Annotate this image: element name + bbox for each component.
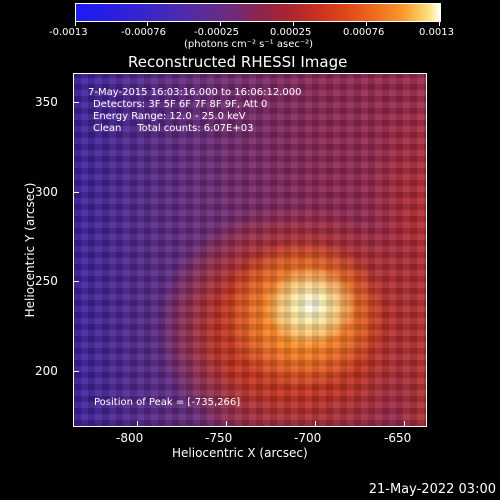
footer-date: 21-May-2022 03:00 [368, 482, 496, 497]
colorbar-tick-label: -0.0013 [49, 27, 88, 38]
x-axis-tick [226, 421, 227, 427]
colorbar-tick-label: 0.00025 [270, 27, 312, 38]
y-axis-tick-label: 250 [35, 274, 58, 288]
colorbar-tick-label: 0.0013 [419, 27, 454, 38]
rhessi-image: 7-May-2015 16:03:16.000 to 16:06:12.000 … [73, 73, 427, 427]
colorbar-tick [75, 22, 76, 26]
y-axis-tick [73, 281, 79, 282]
y-axis-tick [73, 192, 79, 193]
y-axis-tick-label: 350 [35, 95, 58, 109]
x-axis-tick-label: -700 [294, 431, 322, 445]
colorbar-tick [366, 22, 367, 26]
colorbar-tick [220, 22, 221, 26]
colorbar-tick [147, 22, 148, 26]
x-axis-tick [137, 421, 138, 427]
x-axis-tick-label: -750 [205, 431, 233, 445]
colorbar-tick-label: -0.00076 [121, 27, 166, 38]
time-range-label: 7-May-2015 16:03:16.000 to 16:06:12.000 [88, 87, 302, 98]
x-axis-tick-label: -650 [384, 431, 412, 445]
x-axis-tick [315, 421, 316, 427]
clean-counts-label: Clean Total counts: 6.07E+03 [93, 123, 254, 134]
colorbar-tick-label: -0.00025 [194, 27, 239, 38]
detectors-label: Detectors: 3F 5F 6F 7F 8F 9F, Att 0 [93, 99, 268, 110]
colorbar-units: (photons cm⁻² s⁻¹ asec⁻²) [184, 39, 314, 50]
y-axis-tick [73, 371, 79, 372]
energy-range-label: Energy Range: 12.0 - 25.0 keV [93, 111, 246, 122]
colorbar-tick [293, 22, 294, 26]
y-axis-tick [73, 102, 79, 103]
colorbar-tick [439, 22, 440, 26]
peak-position-label: Position of Peak = [-735,266] [94, 397, 241, 408]
colorbar-tick-label: 0.00076 [343, 27, 385, 38]
plot-title: Reconstructed RHESSI Image [128, 53, 348, 71]
y-axis-tick-label: 200 [35, 364, 58, 378]
x-axis-tick [404, 421, 405, 427]
x-axis-title: Heliocentric X (arcsec) [172, 446, 308, 460]
y-axis-title: Heliocentric Y (arcsec) [23, 182, 37, 318]
y-axis-tick-label: 300 [35, 185, 58, 199]
x-axis-tick-label: -800 [116, 431, 144, 445]
colorbar [75, 3, 441, 22]
